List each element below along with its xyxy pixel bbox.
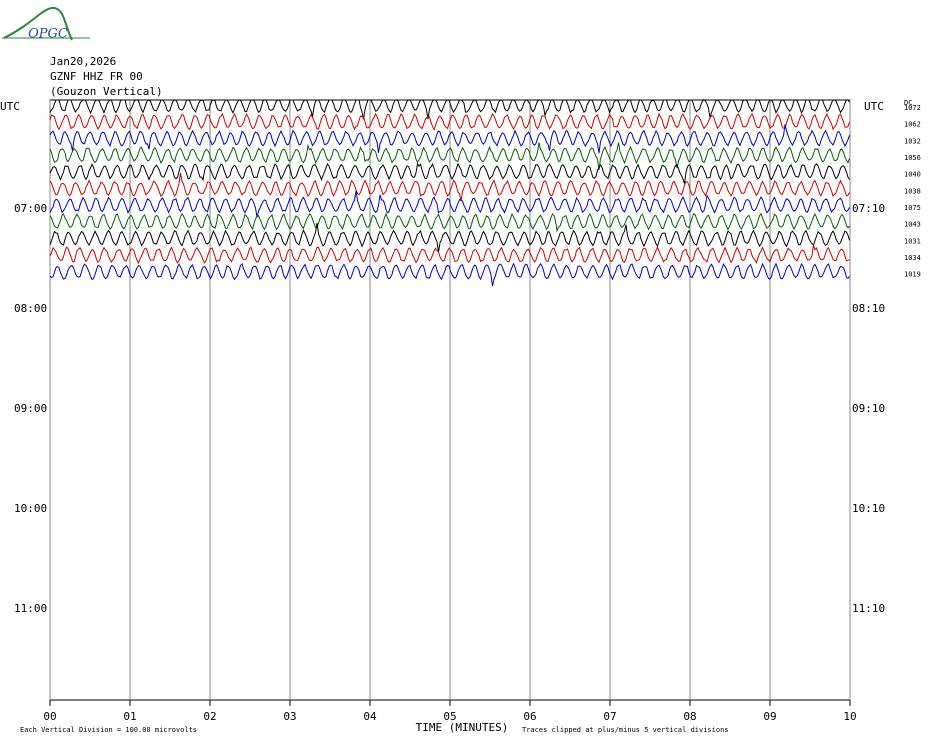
right-time-label: 09:10: [852, 402, 885, 415]
dc-label: 1034: [904, 254, 921, 262]
x-tick-label: 07: [603, 710, 616, 723]
dc-label: 1072: [904, 104, 921, 112]
x-tick-label: 10: [843, 710, 856, 723]
trace: [49, 262, 850, 287]
trace: [49, 244, 850, 265]
dc-label: 1043: [904, 221, 921, 229]
left-time-label: 10:00: [14, 502, 47, 515]
dc-label: 1056: [904, 154, 921, 162]
x-tick-label: 01: [123, 710, 136, 723]
x-tick-label: 08: [683, 710, 696, 723]
logo-text: OPGC: [28, 27, 68, 42]
dc-label: 1032: [904, 137, 921, 145]
x-tick-label: 06: [523, 710, 536, 723]
footnote: Traces clipped at plus/minus 5 vertical …: [522, 726, 729, 734]
x-tick-label: 04: [363, 710, 377, 723]
title-line: Jan20,2026: [50, 55, 116, 68]
right-time-label: 10:10: [852, 502, 885, 515]
left-time-label: 11:00: [14, 602, 47, 615]
right-time-label: 08:10: [852, 302, 885, 315]
dc-label: 1019: [904, 271, 921, 279]
trace: [49, 212, 850, 233]
x-tick-label: 00: [43, 710, 56, 723]
trace: [49, 222, 850, 253]
dc-label: 1075: [904, 204, 921, 212]
dc-label: 1062: [904, 121, 921, 129]
trace: [49, 190, 850, 218]
trace: [49, 99, 850, 120]
right-time-label: 07:10: [852, 202, 885, 215]
title-line: GZNF HHZ FR 00: [50, 70, 143, 83]
logo-curve: [3, 7, 73, 41]
dc-header: DC: [904, 99, 912, 107]
dc-label: 1031: [904, 237, 921, 245]
trace: [49, 162, 850, 184]
footnote: Each Vertical Division = 100.00 microvol…: [20, 726, 197, 734]
dc-label: 1038: [904, 187, 921, 195]
trace: [49, 112, 850, 131]
trace: [49, 142, 850, 170]
x-tick-label: 03: [283, 710, 296, 723]
trace: [49, 172, 850, 202]
right-header: UTC: [864, 100, 884, 113]
x-tick-label: 05: [443, 710, 456, 723]
right-time-label: 11:10: [852, 602, 885, 615]
x-tick-label: 09: [763, 710, 776, 723]
x-tick-label: 02: [203, 710, 216, 723]
left-time-label: 07:00: [14, 202, 47, 215]
left-time-label: 09:00: [14, 402, 47, 415]
x-axis-label: TIME (MINUTES): [416, 721, 509, 734]
left-time-label: 08:00: [14, 302, 47, 315]
left-header: UTC: [0, 100, 20, 113]
trace: [49, 124, 850, 154]
title-line: (Gouzon Vertical): [50, 85, 163, 98]
dc-label: 1040: [904, 171, 921, 179]
